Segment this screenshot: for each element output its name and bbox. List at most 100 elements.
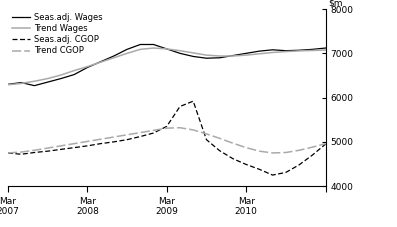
Trend CGOP xyxy=(217,137,222,140)
Trend CGOP xyxy=(45,147,50,149)
Seas.adj. CGOP xyxy=(19,153,23,156)
Trend CGOP xyxy=(112,136,116,138)
Trend CGOP xyxy=(270,152,275,154)
Trend Wages xyxy=(323,49,328,51)
Seas.adj. CGOP xyxy=(310,154,315,157)
Seas.adj. CGOP xyxy=(164,125,169,128)
Seas.adj. Wages xyxy=(231,54,235,57)
Trend CGOP xyxy=(283,151,288,154)
Seas.adj. Wages xyxy=(164,48,169,50)
Seas.adj. Wages xyxy=(177,52,182,55)
Trend Wages xyxy=(283,50,288,53)
Seas.adj. CGOP xyxy=(32,151,37,154)
Seas.adj. Wages xyxy=(138,43,143,46)
Trend CGOP xyxy=(323,142,328,145)
Seas.adj. CGOP xyxy=(6,152,10,154)
Seas.adj. CGOP xyxy=(151,132,156,134)
Trend Wages xyxy=(138,48,143,51)
Seas.adj. Wages xyxy=(323,47,328,49)
Seas.adj. CGOP xyxy=(231,157,235,160)
Trend Wages xyxy=(125,52,129,55)
Trend CGOP xyxy=(231,142,235,145)
Trend Wages xyxy=(19,82,23,85)
Seas.adj. Wages xyxy=(45,81,50,84)
Seas.adj. CGOP xyxy=(45,150,50,153)
Seas.adj. CGOP xyxy=(297,163,301,166)
Trend Wages xyxy=(45,77,50,80)
Trend CGOP xyxy=(244,146,249,149)
Seas.adj. CGOP xyxy=(191,100,196,103)
Trend Wages xyxy=(98,61,103,64)
Seas.adj. Wages xyxy=(72,73,77,76)
Text: $m: $m xyxy=(329,0,343,7)
Seas.adj. Wages xyxy=(19,81,23,84)
Trend Wages xyxy=(310,49,315,52)
Trend Wages xyxy=(297,49,301,52)
Trend CGOP xyxy=(310,146,315,148)
Trend Wages xyxy=(151,47,156,49)
Trend Wages xyxy=(112,57,116,59)
Trend Wages xyxy=(191,52,196,54)
Seas.adj. CGOP xyxy=(177,105,182,108)
Trend CGOP xyxy=(257,150,262,153)
Trend CGOP xyxy=(32,149,37,152)
Trend Wages xyxy=(58,74,63,76)
Trend Wages xyxy=(6,83,10,86)
Trend Wages xyxy=(217,55,222,57)
Seas.adj. CGOP xyxy=(98,142,103,145)
Trend Wages xyxy=(270,51,275,54)
Trend CGOP xyxy=(19,151,23,153)
Seas.adj. CGOP xyxy=(138,135,143,138)
Seas.adj. Wages xyxy=(32,84,37,87)
Trend Wages xyxy=(72,69,77,72)
Seas.adj. CGOP xyxy=(244,163,249,166)
Seas.adj. CGOP xyxy=(204,138,209,141)
Seas.adj. Wages xyxy=(204,57,209,59)
Seas.adj. Wages xyxy=(85,66,90,69)
Trend CGOP xyxy=(125,133,129,136)
Trend Wages xyxy=(177,49,182,52)
Line: Seas.adj. CGOP: Seas.adj. CGOP xyxy=(8,101,326,175)
Seas.adj. CGOP xyxy=(85,145,90,147)
Seas.adj. Wages xyxy=(98,60,103,63)
Trend Wages xyxy=(204,54,209,57)
Seas.adj. Wages xyxy=(244,52,249,55)
Trend CGOP xyxy=(72,142,77,145)
Trend CGOP xyxy=(151,129,156,132)
Seas.adj. CGOP xyxy=(125,138,129,141)
Seas.adj. CGOP xyxy=(283,171,288,174)
Trend CGOP xyxy=(6,152,10,154)
Seas.adj. Wages xyxy=(6,83,10,86)
Seas.adj. Wages xyxy=(310,48,315,51)
Trend Wages xyxy=(244,54,249,57)
Seas.adj. CGOP xyxy=(217,149,222,152)
Trend Wages xyxy=(164,48,169,50)
Seas.adj. Wages xyxy=(191,55,196,58)
Seas.adj. Wages xyxy=(283,49,288,52)
Seas.adj. Wages xyxy=(151,43,156,46)
Trend Wages xyxy=(85,65,90,68)
Seas.adj. CGOP xyxy=(323,143,328,146)
Line: Trend Wages: Trend Wages xyxy=(8,48,326,85)
Line: Seas.adj. Wages: Seas.adj. Wages xyxy=(8,44,326,86)
Trend Wages xyxy=(231,55,235,57)
Trend CGOP xyxy=(138,131,143,134)
Trend CGOP xyxy=(177,126,182,129)
Seas.adj. CGOP xyxy=(112,141,116,143)
Seas.adj. Wages xyxy=(270,48,275,51)
Legend: Seas.adj. Wages, Trend Wages, Seas.adj. CGOP, Trend CGOP: Seas.adj. Wages, Trend Wages, Seas.adj. … xyxy=(12,13,102,55)
Trend Wages xyxy=(32,80,37,83)
Line: Trend CGOP: Trend CGOP xyxy=(8,128,326,153)
Seas.adj. Wages xyxy=(297,49,301,52)
Trend CGOP xyxy=(164,127,169,130)
Seas.adj. CGOP xyxy=(58,148,63,151)
Trend CGOP xyxy=(85,140,90,143)
Seas.adj. Wages xyxy=(125,48,129,51)
Trend CGOP xyxy=(58,145,63,147)
Trend CGOP xyxy=(297,149,301,152)
Trend CGOP xyxy=(98,138,103,141)
Seas.adj. Wages xyxy=(58,77,63,80)
Seas.adj. CGOP xyxy=(72,146,77,149)
Seas.adj. CGOP xyxy=(257,168,262,171)
Seas.adj. Wages xyxy=(217,57,222,59)
